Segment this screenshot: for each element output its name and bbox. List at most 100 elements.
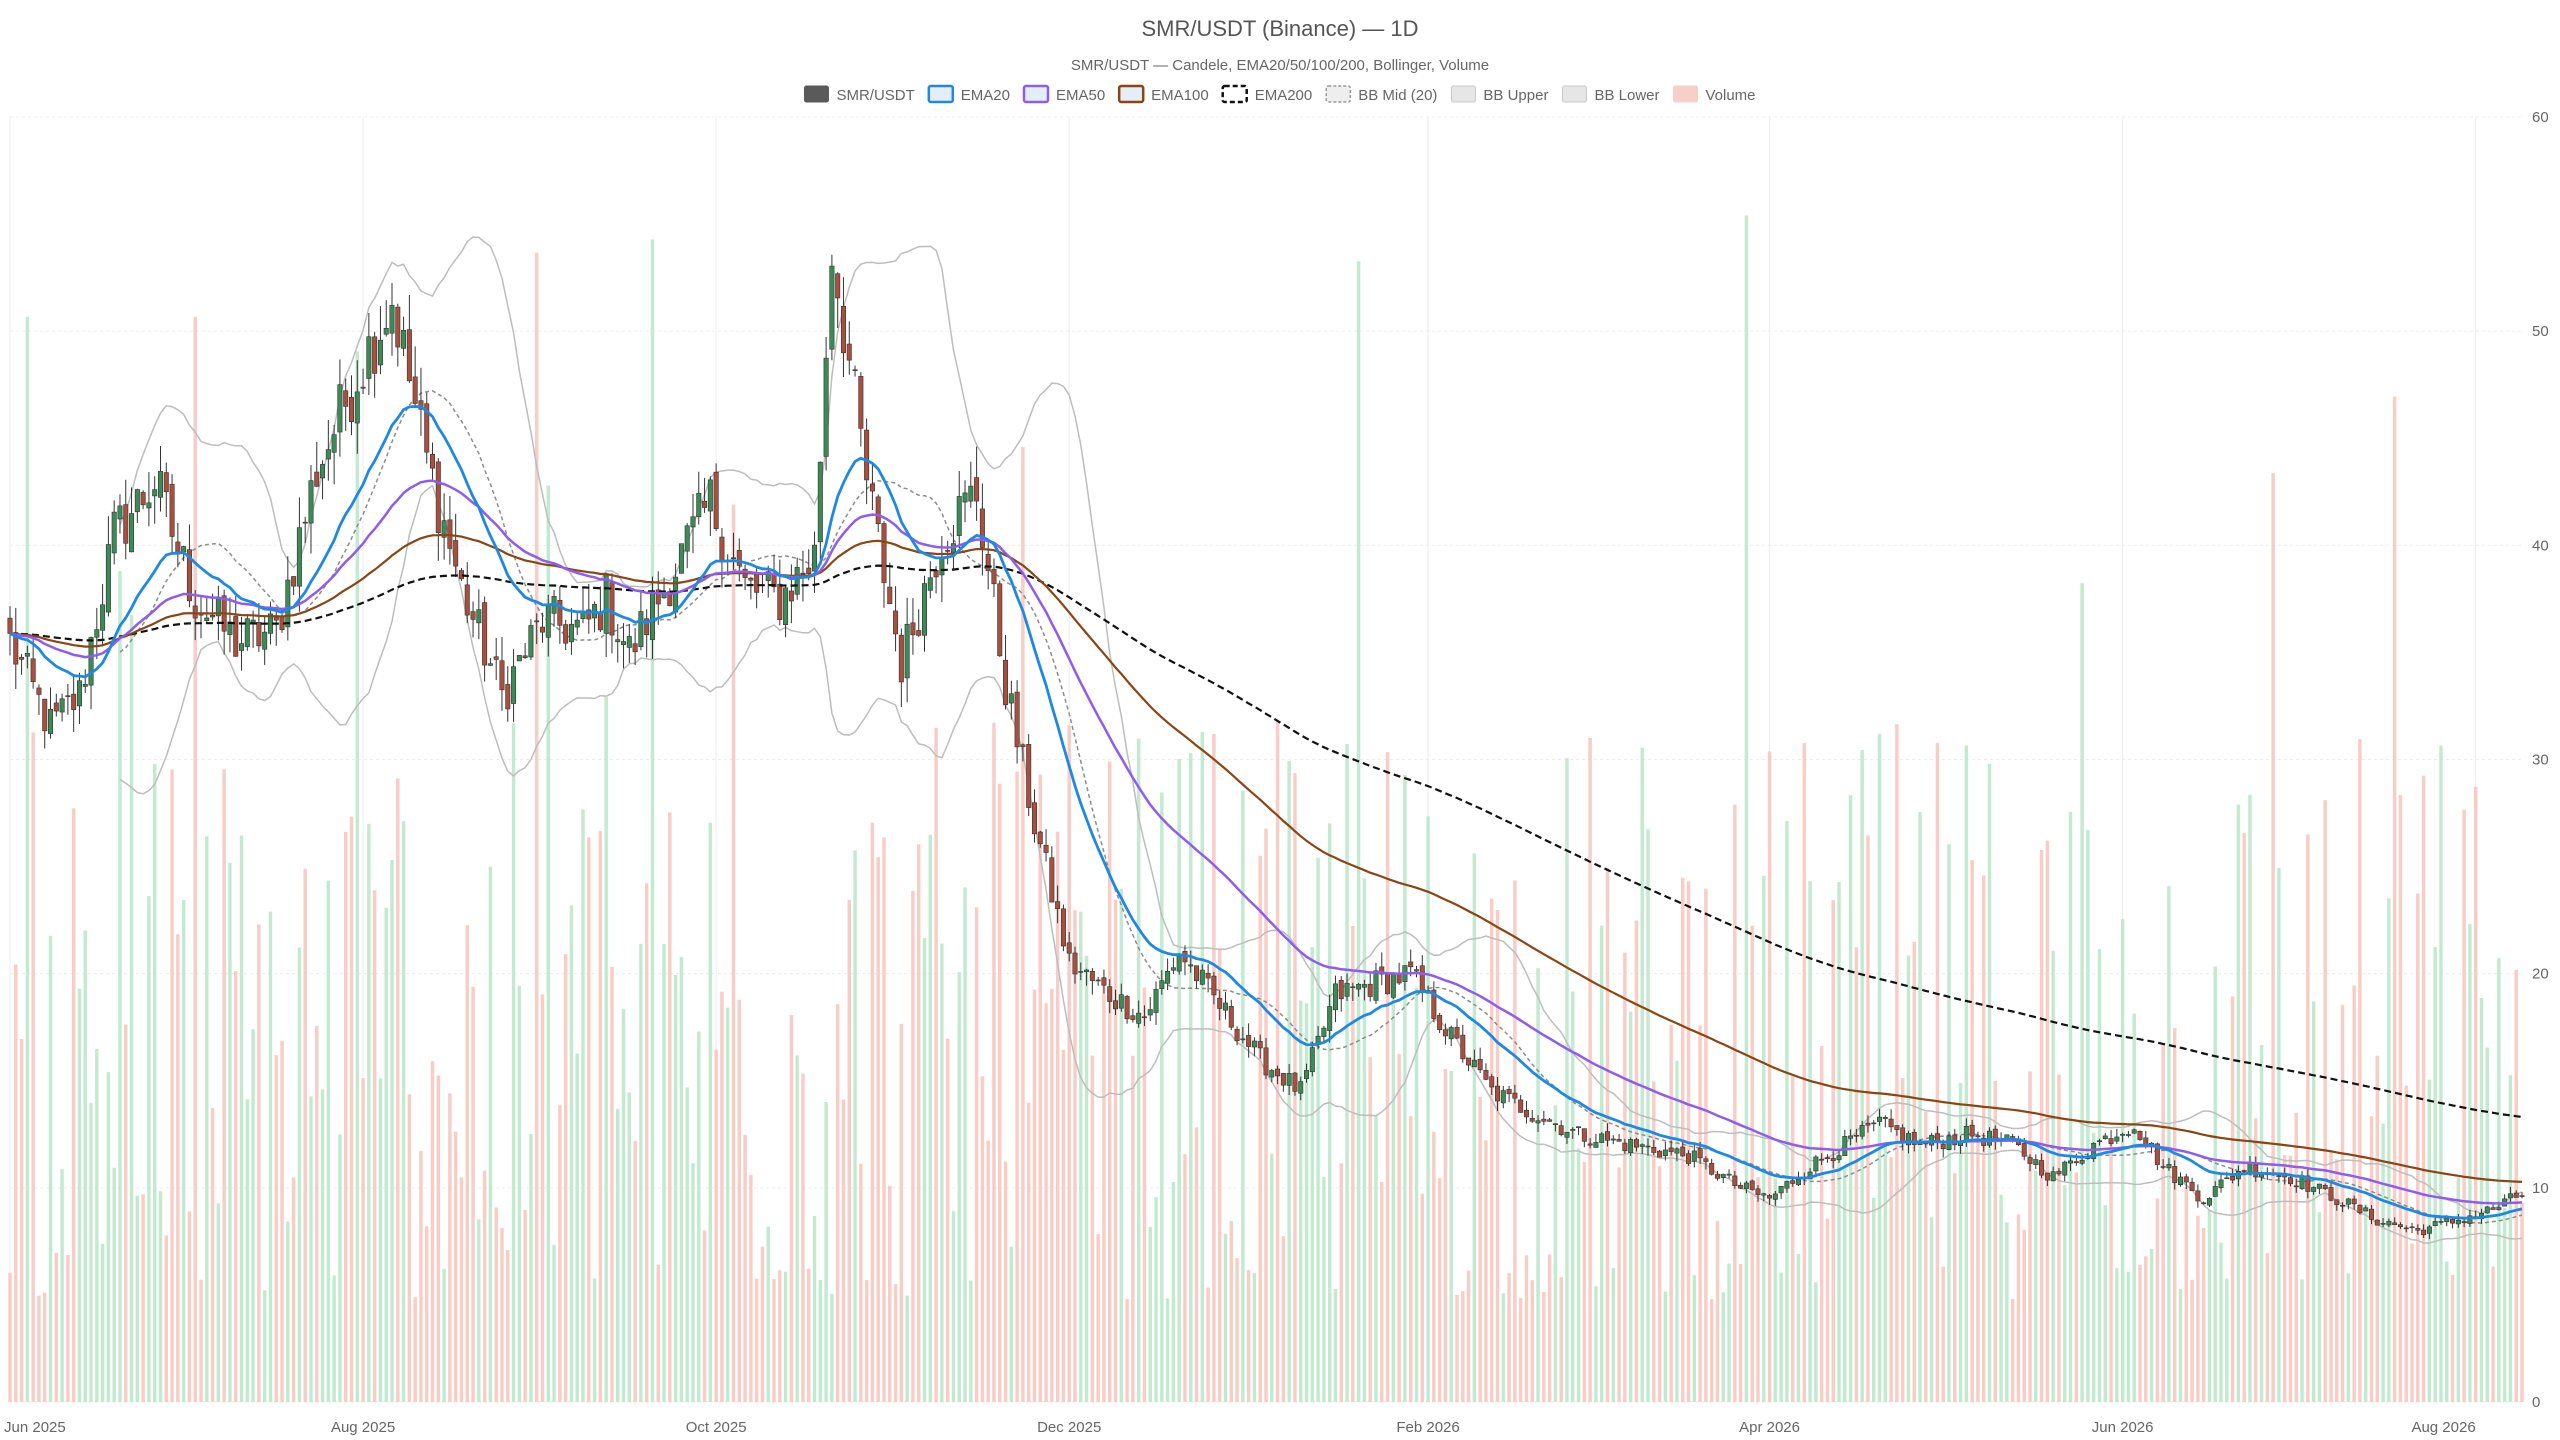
candle-body [169, 483, 175, 537]
candles [7, 254, 2525, 1240]
volume-bar [176, 934, 180, 1402]
volume-bar [390, 859, 394, 1402]
volume-bar [1119, 888, 1124, 1402]
volume-bar [1582, 1162, 1587, 1402]
volume-bar [2063, 1185, 2067, 1402]
candle-body [210, 615, 216, 618]
volume-bar [1073, 910, 1077, 1402]
candle-body [2201, 1202, 2207, 1205]
volume-bar [818, 1279, 823, 1402]
volume-bar [893, 1284, 898, 1402]
volume-bar [1906, 955, 1911, 1402]
volume-bar [2445, 1261, 2449, 1402]
candle-body [2224, 1177, 2230, 1180]
volume-bar [1594, 1286, 1598, 1402]
volume-bar [2039, 849, 2044, 1402]
volume-bar [1808, 881, 1812, 1402]
candle-body [806, 567, 812, 575]
volume-bar [1767, 751, 1772, 1402]
volume-bar [1432, 1131, 1436, 1402]
volume-bar [2034, 1170, 2038, 1402]
chart-subtitle: SMR/USDT — Candele, EMA20/50/100/200, Bo… [1071, 57, 1489, 74]
volume-bar [1408, 1116, 1413, 1402]
candle-body [1720, 1174, 1726, 1178]
volume-bar [2190, 1279, 2194, 1402]
candle-body [1211, 975, 1217, 996]
candle-body [2386, 1220, 2392, 1226]
volume-bar [193, 316, 197, 1402]
volume-bar [986, 1140, 990, 1402]
volume-bar [1773, 1178, 1778, 1402]
candle-body [1691, 1150, 1697, 1162]
volume-bar [1437, 1178, 1442, 1402]
candle-body [2351, 1198, 2357, 1205]
candle-body [1113, 1000, 1119, 1010]
volume-bar [95, 1048, 99, 1402]
volume-bar [1518, 1298, 1523, 1402]
volume-bar [604, 696, 608, 1402]
volume-bar [650, 239, 655, 1403]
volume-bar [841, 1099, 846, 1402]
ema200-line [9, 564, 2523, 1119]
candle-body [1471, 1059, 1477, 1068]
volume-bar [673, 974, 678, 1402]
candle-body [893, 610, 899, 635]
volume-bar [2462, 809, 2466, 1402]
volume-bar [407, 1094, 412, 1402]
volume-bar [621, 1009, 626, 1402]
volume-bar [106, 1072, 111, 1402]
volume-bar [1964, 745, 1969, 1402]
volume-bar [2184, 1187, 2189, 1402]
volume-bar [1374, 1116, 1378, 1402]
candle-body [1257, 1041, 1263, 1049]
candle-body [1332, 983, 1338, 1011]
candle-body [1170, 967, 1176, 971]
candle-body [1147, 1009, 1153, 1016]
volume-bars [8, 215, 2524, 1403]
candle-body [1599, 1133, 1605, 1143]
volume-bar [343, 831, 348, 1402]
candle-body [2212, 1186, 2218, 1197]
legend-swatch-ema200 [1221, 84, 1248, 104]
volume-bar [1484, 1140, 1488, 1402]
candle-body [1008, 693, 1014, 704]
candle-body [453, 540, 459, 567]
volume-bar [2294, 1112, 2299, 1402]
volume-bar [1223, 1233, 1228, 1402]
volume-bar [2161, 1043, 2165, 1402]
volume-bar [708, 822, 713, 1402]
candle-body [175, 541, 181, 553]
candle-body [1836, 1155, 1842, 1161]
volume-bar [2410, 1243, 2414, 1402]
volume-bar [639, 943, 643, 1402]
candle-body [1587, 1143, 1593, 1146]
candle-body [1431, 989, 1437, 1019]
volume-bar [1872, 1197, 1876, 1402]
volume-bar [1559, 1277, 1563, 1402]
volume-bar [1426, 816, 1430, 1402]
volume-bar [1565, 758, 1569, 1402]
candle-body [1228, 1006, 1234, 1028]
candle-body [1535, 1120, 1541, 1124]
volume-bar [1183, 1154, 1187, 1402]
volume-bar [529, 1133, 533, 1402]
candle-body [2172, 1166, 2178, 1183]
candle-body [1628, 1139, 1634, 1153]
volume-bar [2282, 1155, 2287, 1402]
volume-bar [135, 1195, 140, 1402]
volume-bar [2172, 1028, 2177, 1402]
volume-bar [575, 1053, 579, 1402]
candle-body [1697, 1148, 1703, 1159]
candle-body [476, 609, 482, 624]
candle-body [1379, 966, 1385, 975]
candle-body [2421, 1229, 2427, 1236]
candle-body [2033, 1159, 2039, 1165]
candle-body [1576, 1126, 1582, 1129]
candle-body [499, 660, 505, 691]
volume-bar [2421, 775, 2426, 1402]
candle-body [1344, 983, 1350, 997]
candle-body [1749, 1180, 1755, 1190]
candle-body [1726, 1173, 1732, 1176]
candle-body [829, 265, 835, 350]
volume-bar [2149, 1249, 2154, 1402]
